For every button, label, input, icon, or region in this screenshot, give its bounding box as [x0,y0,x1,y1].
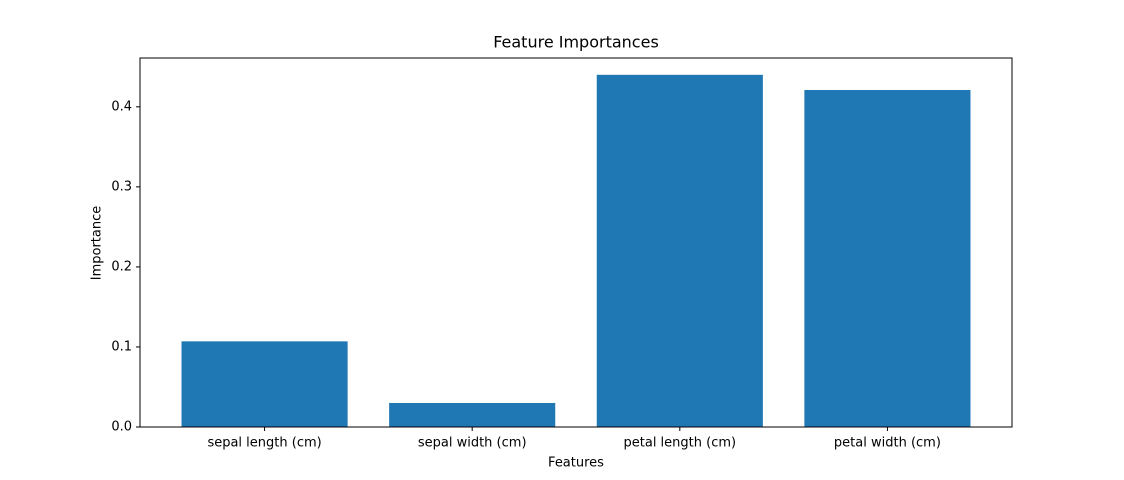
x-tick-label: petal width (cm) [834,436,941,451]
x-axis-label: Features [548,456,604,471]
x-tick-label: sepal width (cm) [418,436,527,451]
y-tick-label: 0.0 [111,420,132,435]
plot-frame [139,57,1013,428]
bar [181,341,348,427]
bar [389,402,556,427]
y-tick-label: 0.3 [111,179,132,194]
y-tick-label: 0.2 [111,259,132,274]
bar [596,74,763,427]
y-tick-label: 0.1 [111,339,132,354]
x-tick-label: sepal length (cm) [207,436,321,451]
x-tick-label: petal length (cm) [624,436,737,451]
y-axis-label: Importance [90,206,105,281]
bar [804,90,971,427]
chart-title: Feature Importances [493,33,659,52]
y-tick-label: 0.4 [111,99,132,114]
